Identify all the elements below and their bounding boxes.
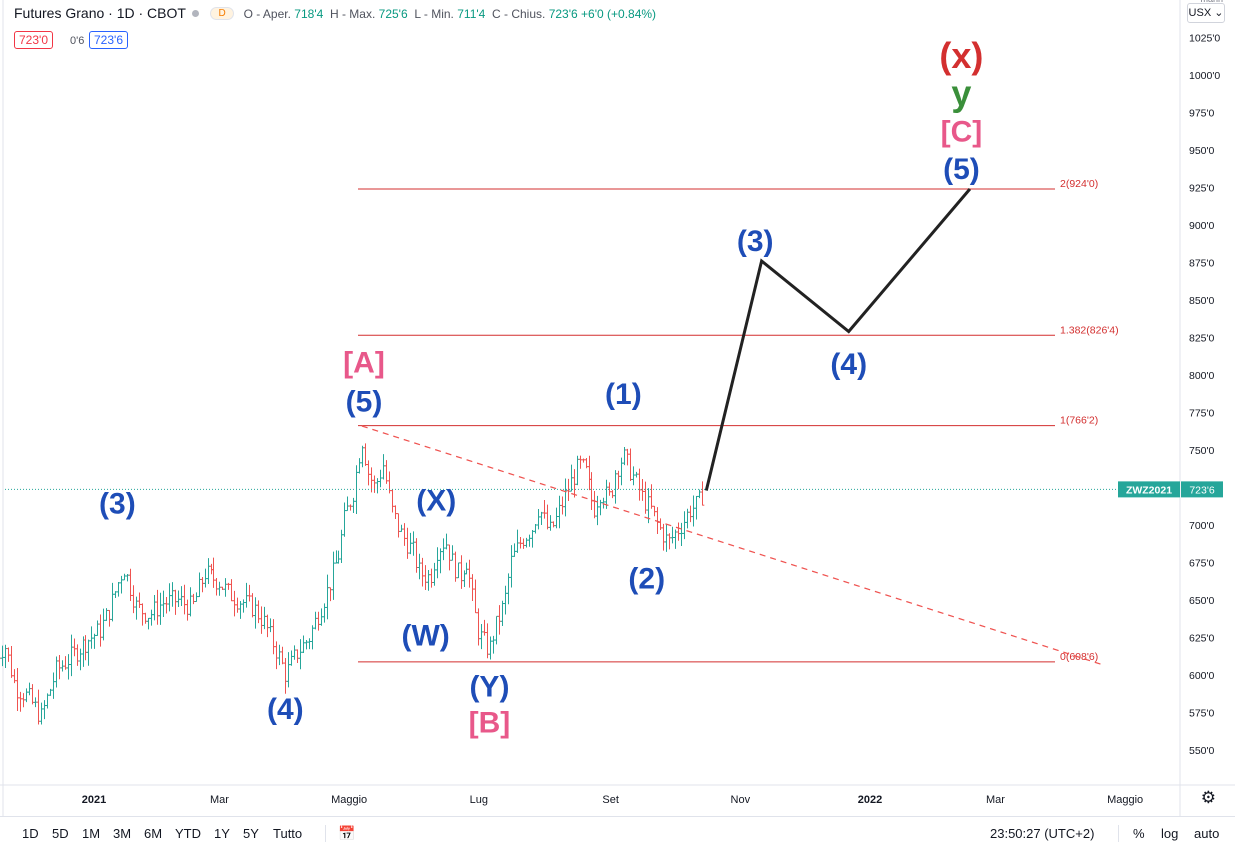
price-axis-tick: 750'0 [1189, 445, 1215, 457]
timezone-clock[interactable]: 23:50:27 (UTC+2) [990, 826, 1095, 841]
toolbar-divider [1118, 825, 1119, 842]
time-axis-tick: 2022 [858, 794, 882, 806]
wave-label[interactable]: (W) [402, 620, 450, 653]
time-axis-tick: Set [602, 794, 619, 806]
time-axis-tick: Maggio [331, 794, 367, 806]
wave-label[interactable]: (4) [830, 348, 867, 381]
fib-level-label: 1(766'2) [1060, 415, 1098, 427]
price-axis-tick: 1000'0 [1189, 70, 1220, 82]
currency-label-partial: mann [1200, 0, 1223, 4]
price-axis-tick: 825'0 [1189, 333, 1215, 345]
wave-label[interactable]: (Y) [469, 671, 509, 704]
wave-label[interactable]: (x) [939, 35, 983, 76]
gear-icon[interactable]: ⚙ [1200, 788, 1216, 807]
symbol-tag [1118, 481, 1180, 498]
price-axis-tick: 700'0 [1189, 520, 1215, 532]
spread-label: 0'6 [70, 35, 85, 47]
range-1d-button[interactable]: 1D [22, 826, 39, 841]
range-all-button[interactable]: Tutto [273, 826, 303, 841]
price-axis-tick: 600'0 [1189, 670, 1215, 682]
buy-price-box[interactable]: 723'6 [89, 31, 128, 49]
price-axis-tick: 875'0 [1189, 258, 1215, 270]
price-axis-tick: 900'0 [1189, 220, 1215, 232]
wave-label[interactable]: [C] [941, 116, 983, 149]
change-value: +6'0 (+0.84%) [581, 7, 657, 21]
price-axis-tick: 650'0 [1189, 595, 1215, 607]
open-value: 718'4 [294, 7, 324, 21]
bottom-toolbar: 1D 5D 1M 3M 6M YTD 1Y 5Y Tutto 📅 23:50:2… [0, 816, 1235, 850]
fib-level-label: 2(924'0) [1060, 178, 1098, 190]
range-1m-button[interactable]: 1M [82, 826, 101, 841]
price-axis-tick: 625'0 [1189, 633, 1215, 645]
range-6m-button[interactable]: 6M [144, 826, 163, 841]
symbol-tag-label: ZWZ2021 [1126, 484, 1172, 496]
wave-label[interactable]: (3) [99, 488, 136, 521]
price-axis-tick: 675'0 [1189, 558, 1215, 570]
currency-value: USX [1188, 7, 1212, 19]
price-axis-tick: 800'0 [1189, 370, 1215, 382]
wave-label[interactable]: (4) [267, 693, 304, 726]
price-axis-tick: 950'0 [1189, 145, 1215, 157]
wave-label[interactable]: (X) [416, 485, 456, 518]
chart-header: Futures Grano · 1D · CBOT D O - Aper. 71… [14, 5, 656, 21]
log-scale-toggle[interactable]: log [1161, 826, 1179, 841]
market-status-dot [191, 10, 199, 17]
sell-price-box[interactable]: 723'0 [14, 31, 53, 49]
price-axis-tick: 975'0 [1189, 108, 1215, 120]
wave-label[interactable]: (2) [628, 563, 665, 596]
toolbar-divider [325, 825, 326, 842]
symbol-title[interactable]: Futures Grano · 1D · CBOT [14, 5, 186, 21]
price-axis-tick: 550'0 [1189, 745, 1215, 757]
trendline[interactable] [361, 425, 1102, 666]
wave-label[interactable]: (3) [737, 225, 774, 258]
high-value: 725'6 [378, 7, 408, 21]
price-axis-tick: 575'0 [1189, 708, 1215, 720]
last-price-tag [1181, 481, 1223, 498]
close-label: C - Chius. [492, 7, 546, 21]
range-3m-button[interactable]: 3M [113, 826, 132, 841]
chevron-down-icon: ⌄ [1211, 7, 1224, 19]
high-label: H - Max. [329, 7, 376, 21]
range-5d-button[interactable]: 5D [52, 826, 69, 841]
close-value: 723'6 [548, 7, 578, 21]
time-axis-tick: Maggio [1107, 794, 1143, 806]
ohlc-readout: O - Aper. 718'4 H - Max. 725'6 L - Min. … [244, 7, 656, 21]
calendar-range-icon[interactable]: 📅 [338, 825, 356, 841]
fib-level-label: 1.382(826'4) [1060, 324, 1119, 336]
low-label: L - Min. [414, 7, 454, 21]
time-axis-tick: Mar [986, 794, 1005, 806]
time-axis-tick: Mar [210, 794, 229, 806]
interval-badge[interactable]: D [210, 7, 234, 20]
auto-scale-toggle[interactable]: auto [1194, 826, 1220, 841]
wave-label[interactable]: (5) [943, 153, 980, 186]
time-axis-tick: Lug [470, 794, 488, 806]
wave-label[interactable]: (1) [605, 378, 642, 411]
time-axis-tick: 2021 [82, 794, 106, 806]
range-5y-button[interactable]: 5Y [243, 826, 259, 841]
time-axis-tick: Nov [731, 794, 751, 806]
low-value: 711'4 [457, 7, 486, 21]
price-axis-tick: 775'0 [1189, 408, 1215, 420]
price-axis-tick: 850'0 [1189, 295, 1215, 307]
wave-label[interactable]: [B] [469, 707, 511, 740]
wave-label[interactable]: y [951, 73, 971, 114]
range-ytd-button[interactable]: YTD [175, 826, 201, 841]
currency-select[interactable]: USX ⌄ [1187, 3, 1225, 23]
range-1y-button[interactable]: 1Y [214, 826, 230, 841]
wave-label[interactable]: (5) [346, 386, 383, 419]
plot-area[interactable] [5, 22, 1178, 783]
open-label: O - Aper. [243, 7, 291, 21]
last-price-label: 723'6 [1189, 484, 1215, 496]
percent-scale-toggle[interactable]: % [1133, 826, 1145, 841]
projection-path[interactable] [704, 188, 972, 491]
wave-label[interactable]: [A] [343, 347, 385, 380]
price-axis-tick: 1025'0 [1189, 33, 1220, 45]
price-axis-tick: 925'0 [1189, 183, 1215, 195]
